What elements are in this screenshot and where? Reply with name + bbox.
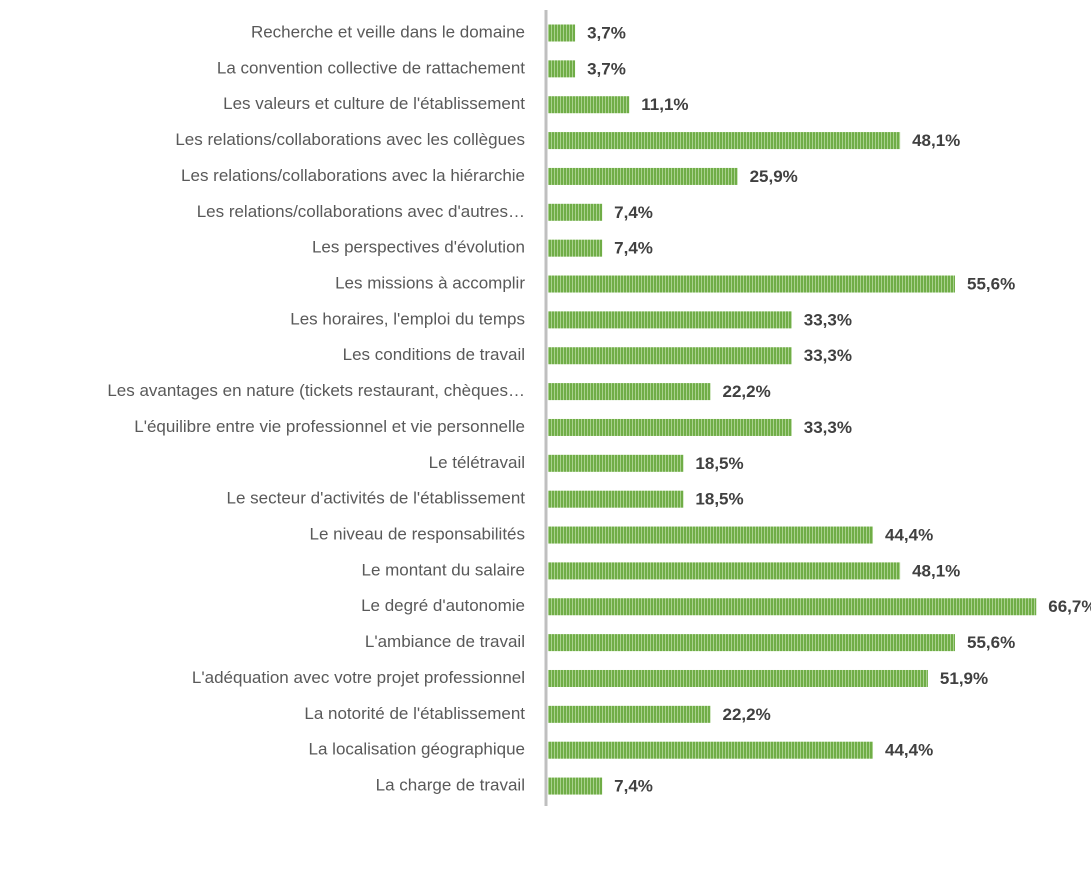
value-label: 7,4%: [614, 777, 653, 796]
value-label: 18,5%: [695, 490, 743, 509]
category-label: Les valeurs et culture de l'établissemen…: [223, 94, 525, 113]
bar: [548, 275, 955, 293]
category-label: La notorité de l'établissement: [304, 704, 525, 723]
category-label: La convention collective de rattachement: [217, 58, 525, 77]
bar: [548, 383, 711, 401]
bar: [548, 777, 603, 795]
category-label: Le télétravail: [429, 453, 525, 472]
category-label: Les avantages en nature (tickets restaur…: [107, 381, 525, 400]
bar: [548, 741, 874, 759]
value-label: 48,1%: [912, 561, 960, 580]
category-label: Le secteur d'activités de l'établissemen…: [227, 489, 526, 508]
value-label: 48,1%: [912, 131, 960, 150]
category-label: Les missions à accomplir: [335, 274, 525, 293]
category-label: Les perspectives d'évolution: [312, 238, 525, 257]
bar: [548, 60, 576, 78]
value-label: 44,4%: [885, 741, 933, 760]
value-label: 55,6%: [967, 633, 1015, 652]
bar: [548, 311, 792, 329]
value-label: 44,4%: [885, 526, 933, 545]
value-label: 7,4%: [614, 203, 653, 222]
bar: [548, 562, 901, 580]
category-label: L'ambiance de travail: [365, 632, 525, 651]
category-label: Les conditions de travail: [343, 345, 525, 364]
bar: [548, 418, 792, 436]
value-label: 22,2%: [723, 382, 771, 401]
value-label: 25,9%: [750, 167, 798, 186]
category-label: L'adéquation avec votre projet professio…: [192, 668, 525, 687]
category-label: Le niveau de responsabilités: [310, 525, 525, 544]
category-label: L'équilibre entre vie professionnel et v…: [134, 417, 525, 436]
category-label: Recherche et veille dans le domaine: [251, 22, 525, 41]
value-label: 55,6%: [967, 275, 1015, 294]
value-label: 66,7%: [1048, 597, 1091, 616]
category-label: Les horaires, l'emploi du temps: [290, 309, 525, 328]
bar: [548, 634, 955, 652]
value-label: 3,7%: [587, 23, 626, 42]
category-label: La charge de travail: [376, 776, 525, 795]
bar: [548, 598, 1037, 616]
category-label: Les relations/collaborations avec les co…: [175, 130, 525, 149]
category-label: Les relations/collaborations avec d'autr…: [197, 202, 525, 221]
value-label: 3,7%: [587, 59, 626, 78]
bar: [548, 669, 928, 687]
bar: [548, 490, 684, 508]
value-label: 7,4%: [614, 239, 653, 258]
bar: [548, 167, 738, 185]
category-label: Les relations/collaborations avec la hié…: [181, 166, 525, 185]
value-label: 22,2%: [723, 705, 771, 724]
category-label: La localisation géographique: [309, 740, 525, 759]
value-label: 33,3%: [804, 418, 852, 437]
bar: [548, 239, 603, 257]
bar: [548, 24, 576, 42]
value-label: 11,1%: [641, 95, 688, 114]
category-label: Le montant du salaire: [362, 560, 526, 579]
value-label: 18,5%: [695, 454, 743, 473]
bar: [548, 705, 711, 723]
value-label: 51,9%: [940, 669, 988, 688]
bar: [548, 347, 792, 365]
bar: [548, 96, 630, 114]
bar: [548, 132, 901, 150]
category-label: Le degré d'autonomie: [361, 596, 525, 615]
value-label: 33,3%: [804, 346, 852, 365]
bar: [548, 454, 684, 472]
bar: [548, 526, 874, 544]
bar: [548, 203, 603, 221]
value-label: 33,3%: [804, 310, 852, 329]
